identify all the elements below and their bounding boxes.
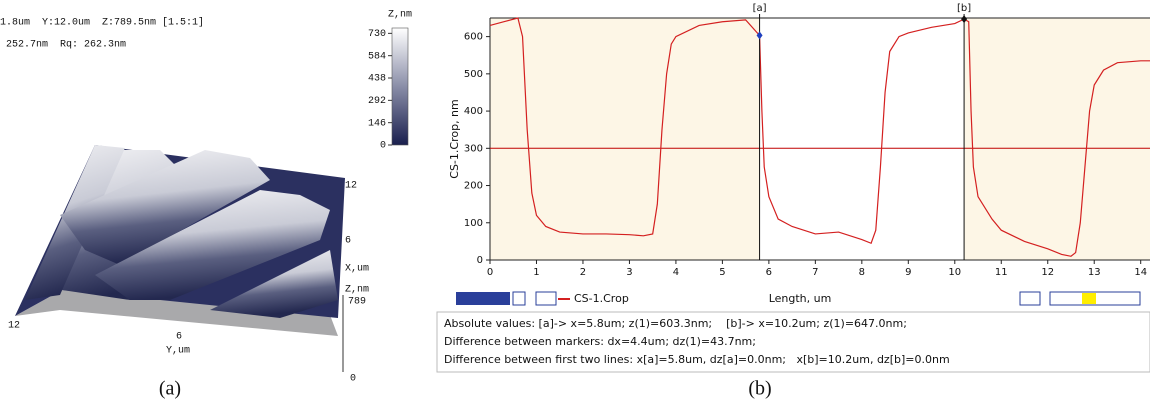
ridge (210, 250, 338, 318)
panel-a: 1.8um Y:12.0um Z:789.5nm [1.5:1] 252.7nm… (0, 10, 412, 400)
x-tick-label: 12 (1041, 267, 1054, 278)
status-line: Difference between first two lines: x[a]… (444, 353, 950, 366)
x-tick-label: 7 (812, 267, 818, 278)
nav-button[interactable] (535, 291, 557, 306)
axis-label: 12 (345, 181, 357, 192)
y-tick-label: 100 (464, 218, 483, 229)
caption: (a) (159, 378, 181, 400)
nav-buttons[interactable] (456, 292, 510, 305)
nav-button[interactable] (1019, 291, 1041, 306)
y-tick-label: 400 (464, 106, 483, 117)
x-tick-label: 5 (719, 267, 725, 278)
x-tick-label: 2 (580, 267, 586, 278)
axis-label: 12 (8, 321, 20, 332)
ridge (60, 150, 270, 265)
x-tick-label: 3 (626, 267, 632, 278)
colorbar-tick-label: 146 (368, 118, 386, 129)
nav-button[interactable] (1082, 293, 1096, 304)
x-tick-label: 11 (995, 267, 1008, 278)
header-line: 1.8um Y:12.0um Z:789.5nm [1.5:1] (0, 17, 204, 29)
x-tick-label: 0 (487, 267, 493, 278)
status-box (436, 311, 1150, 373)
base-slab (15, 290, 338, 336)
colorbar-tick-label: 438 (368, 74, 386, 85)
toolbar (456, 291, 1141, 306)
x-axis-label: Length, um (769, 292, 832, 305)
x-tick-label: 6 (766, 267, 772, 278)
marker-span (759, 18, 965, 260)
status-line: Difference between markers: dx=4.4um; dz… (444, 335, 756, 348)
x-tick-label: 13 (1088, 267, 1101, 278)
axis-label: Y,um (166, 346, 190, 357)
status-line: Absolute values: [a]-> x=5.8um; z(1)=603… (444, 317, 907, 330)
x-tick-label: 10 (948, 267, 961, 278)
axis-label: 0 (350, 374, 356, 385)
colorbar-ticks: 730 584 438 292 146 0 (368, 29, 392, 152)
x-tick-label: 14 (1134, 267, 1147, 278)
colorbar-tick-label: 0 (380, 141, 386, 152)
y-tick-label: 0 (477, 255, 483, 266)
x-tick-label: 4 (673, 267, 679, 278)
caption: (b) (748, 378, 771, 400)
axis-label: 6 (345, 236, 351, 247)
axis-label: Z,nm (345, 285, 369, 296)
colorbar (391, 27, 409, 146)
x-tick-label: 8 (859, 267, 865, 278)
colorbar-tick-label: 730 (368, 29, 386, 40)
y-tick-label: 600 (464, 32, 483, 43)
x-tick-label: 1 (533, 267, 539, 278)
y-tick-label: 500 (464, 69, 483, 80)
marker-label: [a] (753, 3, 767, 14)
colorbar-tick-label: 584 (368, 51, 386, 62)
nav-button[interactable] (512, 291, 526, 306)
legend-label: CS-1.Crop (574, 292, 629, 305)
marker-point (961, 15, 968, 24)
y-axis-label: CS-1.Crop, nm (448, 99, 461, 178)
axis-label: X,um (345, 264, 369, 275)
axis-label: 789 (348, 297, 366, 308)
ridge (95, 190, 330, 300)
x-tick-label: 9 (905, 267, 911, 278)
axis-label: 6 (176, 332, 182, 343)
marker-point (756, 31, 763, 40)
profile-line (489, 17, 1150, 257)
marker-label: [b] (957, 3, 971, 14)
header-line: 252.7nm Rq: 262.3nm (6, 40, 126, 51)
colorbar-tick-label: 292 (368, 96, 386, 107)
y-tick-label: 200 (464, 181, 483, 192)
colorbar-title: Z,nm (388, 10, 412, 21)
y-tick-label: 300 (464, 143, 483, 154)
